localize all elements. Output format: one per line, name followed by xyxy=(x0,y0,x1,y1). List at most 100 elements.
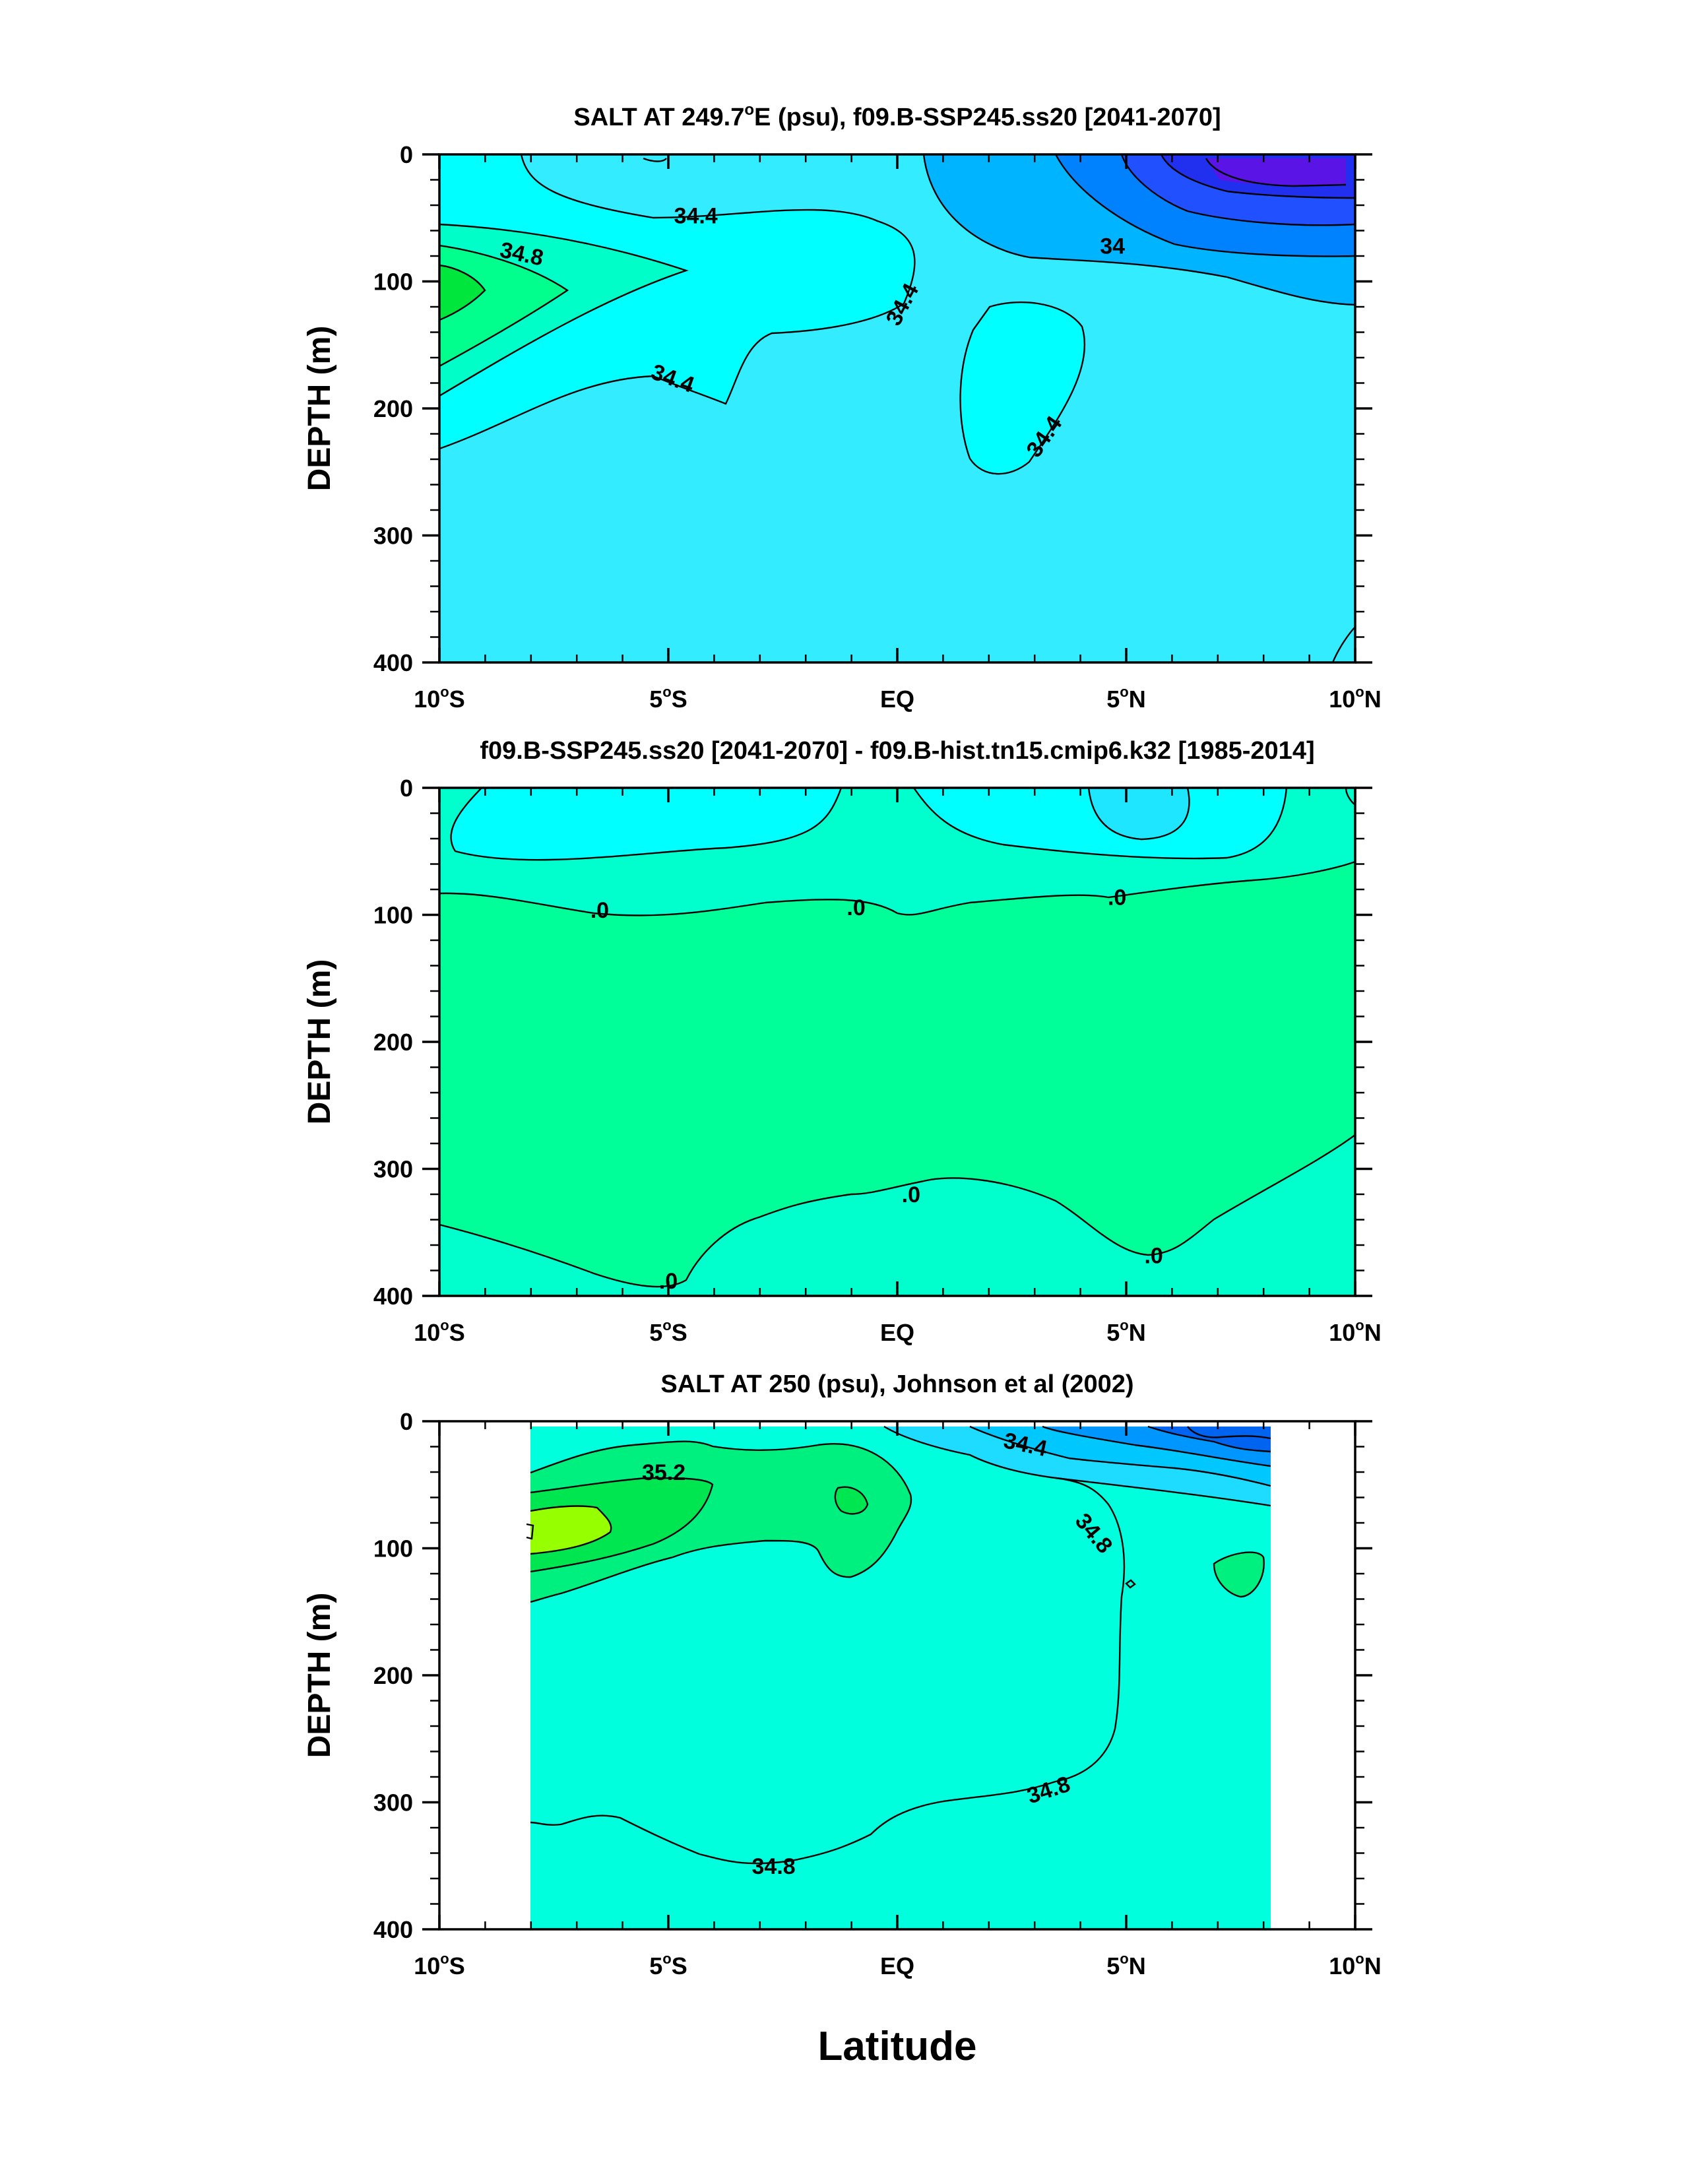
panel-3-contour xyxy=(530,1477,714,1573)
panel-3-contour xyxy=(1187,1426,1271,1440)
panel-1-contour xyxy=(1120,154,1355,226)
y-tick-label: 400 xyxy=(373,649,413,676)
panel-3-contour xyxy=(1125,1579,1136,1589)
panel-2-fill-cyan-left xyxy=(451,788,841,860)
y-tick-label: 300 xyxy=(373,1789,413,1816)
panel-3-contour xyxy=(1213,1551,1265,1598)
panel-1-contour xyxy=(1205,158,1347,187)
x-tick-label: 5oS xyxy=(649,684,687,713)
x-tick-label: 5oN xyxy=(1106,1317,1145,1346)
panel-2-fill-blue-lobe xyxy=(1089,788,1190,839)
panel-2-plot-area xyxy=(439,788,1355,1296)
panel-3-contour xyxy=(834,1486,869,1515)
y-tick-label: 100 xyxy=(373,1535,413,1562)
panel-1-fill-purple xyxy=(1206,158,1346,185)
y-tick-label: 200 xyxy=(373,1029,413,1056)
panel-3-title: SALT AT 250 (psu), Johnson et al (2002) xyxy=(660,1370,1133,1398)
contour-label-text: .0 xyxy=(902,1182,920,1207)
y-tick-label: 100 xyxy=(373,269,413,296)
panel-3-contour xyxy=(530,1505,612,1555)
panel-1-contour xyxy=(643,157,667,162)
x-tick-label: EQ xyxy=(880,1952,914,1979)
contour-label-text: .0 xyxy=(1144,1243,1163,1268)
panel-3-contour xyxy=(526,1523,534,1540)
y-tick-label: 200 xyxy=(373,395,413,422)
contour-label-text: 34.8 xyxy=(752,1854,796,1879)
panel-2-contour xyxy=(439,1134,1355,1288)
panel-3-contour xyxy=(1055,1477,1271,1507)
panel-1-fill-cyan-upper xyxy=(439,154,915,449)
contour-label: .0 xyxy=(1144,1243,1163,1268)
panel-1-contour xyxy=(1054,154,1355,257)
y-tick-label: 400 xyxy=(373,1916,413,1943)
panel-3-plot-area xyxy=(526,1425,1271,1929)
x-tick-label: 5oN xyxy=(1106,684,1145,713)
x-tick-label: 5oS xyxy=(649,1317,687,1346)
panel-1-contour xyxy=(439,154,916,450)
panel-2-contour xyxy=(439,860,1355,916)
panel-3-fill-blob xyxy=(1214,1552,1264,1597)
panel-2-title: f09.B-SSP245.ss20 [2041-2070] - f09.B-hi… xyxy=(480,737,1314,765)
panel-1-contour xyxy=(1331,626,1355,662)
panel-1-contour xyxy=(439,223,689,397)
panel-1-contour xyxy=(1160,154,1355,199)
panel-1-fill-cyan-lens xyxy=(960,302,1085,474)
panel-2-ylabel: DEPTH (m) xyxy=(302,959,337,1125)
panel-3-contour xyxy=(1147,1425,1271,1453)
y-tick-label: 0 xyxy=(400,141,413,168)
y-tick-label: 0 xyxy=(400,775,413,802)
contour-label-text: .0 xyxy=(1108,885,1126,911)
panel-2-fill-green-body xyxy=(439,862,1355,1287)
x-tick-label: 10oN xyxy=(1329,1317,1382,1346)
panel-2-contour-labels: .0.0.0.0.0.0 xyxy=(590,885,1163,1294)
x-tick-label: 10oS xyxy=(414,1950,465,1979)
y-tick-label: 100 xyxy=(373,902,413,929)
x-tick-label: 5oN xyxy=(1106,1950,1145,1979)
panel-2-axes: 10oS 5oS EQ 5oN 10oN 0 100 200 300 400 xyxy=(373,775,1382,1346)
panel-2-contour xyxy=(450,788,843,861)
panel-2-fill-cyan-right xyxy=(914,788,1287,858)
panel-3-fill-green-spot xyxy=(835,1487,868,1514)
y-tick-label: 300 xyxy=(373,1156,413,1183)
panel-1-axes: 10oS 5oS EQ 5oN 10oN 0 100 200 300 400 xyxy=(373,141,1382,713)
panel-3: SALT AT 250 (psu), Johnson et al (2002) xyxy=(302,1370,1382,2069)
panel-3-fill-blue-4 xyxy=(1148,1427,1271,1452)
contour-label-text: 34.4 xyxy=(674,203,718,228)
x-tick-label: 10oN xyxy=(1329,1950,1382,1979)
y-tick-label: 0 xyxy=(400,1408,413,1435)
contour-label-text: 34 xyxy=(1100,234,1125,259)
panel-3-contour-labels: 35.234.434.834.834.8 xyxy=(642,1428,1118,1879)
panel-3-contour xyxy=(969,1425,1271,1487)
x-tick-label: EQ xyxy=(880,686,914,713)
panel-1-contour xyxy=(922,154,1355,306)
x-tick-label: EQ xyxy=(880,1319,914,1346)
panel-1-contour xyxy=(439,244,569,368)
y-tick-label: 400 xyxy=(373,1283,413,1310)
y-tick-label: 200 xyxy=(373,1662,413,1689)
x-tick-label: 10oS xyxy=(414,684,465,713)
panel-1-plot-area xyxy=(439,154,1355,662)
panel-3-fill-green-dark xyxy=(530,1478,713,1572)
panel-1-fill-green-tongue-core xyxy=(439,245,567,366)
x-tick-label: 10oS xyxy=(414,1317,465,1346)
panel-1-ylabel: DEPTH (m) xyxy=(302,326,337,492)
contour-label: .0 xyxy=(846,895,865,920)
contour-label: 34 xyxy=(1100,234,1125,259)
panel-3-contour xyxy=(530,1440,912,1603)
contour-label-text: .0 xyxy=(846,895,865,920)
panel-2: f09.B-SSP245.ss20 [2041-2070] - f09.B-hi… xyxy=(302,737,1382,1346)
panel-1: SALT AT 249.7oE (psu), f09.B-SSP245.ss20… xyxy=(302,101,1382,713)
x-tick-label: 5oS xyxy=(649,1950,687,1979)
panel-2-contour xyxy=(1087,788,1190,841)
contour-label: 34.4 xyxy=(674,203,718,228)
contour-label: .0 xyxy=(1108,885,1126,911)
contour-label-text: .0 xyxy=(590,898,609,923)
contour-label: .0 xyxy=(590,898,609,923)
x-tick-label: 10oN xyxy=(1329,684,1382,713)
x-axis-title: Latitude xyxy=(817,2024,976,2069)
contour-label: 34.8 xyxy=(752,1854,796,1879)
panel-1-title: SALT AT 249.7oE (psu), f09.B-SSP245.ss20… xyxy=(573,101,1221,131)
contour-label-text: 35.2 xyxy=(642,1460,685,1485)
panel-3-contour xyxy=(1042,1425,1271,1467)
